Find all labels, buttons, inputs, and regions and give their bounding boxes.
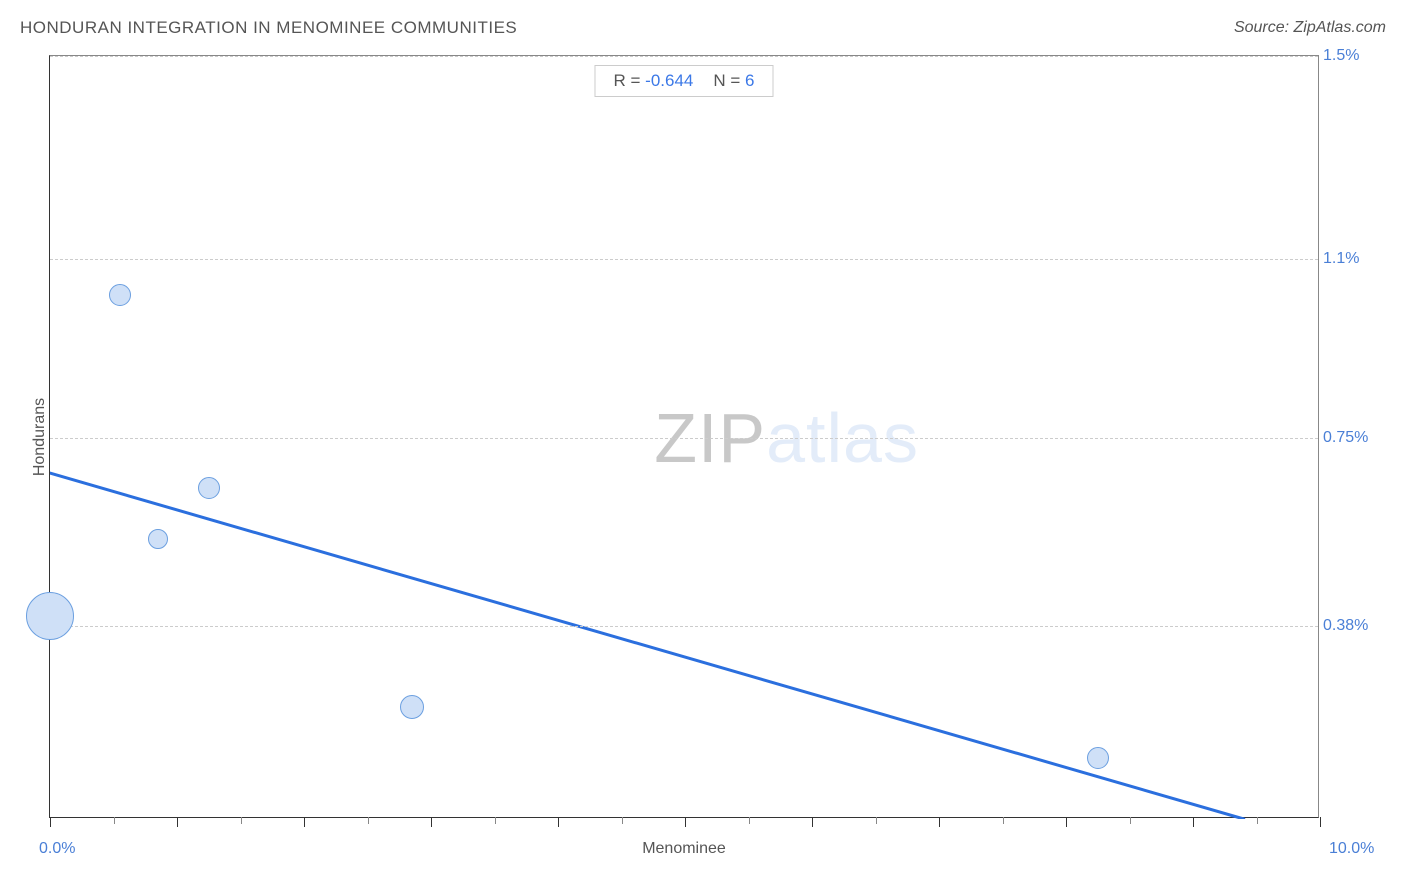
x-axis-title: Menominee bbox=[642, 840, 726, 858]
x-tick-minor bbox=[1003, 817, 1004, 824]
x-axis-start-label: 0.0% bbox=[39, 840, 75, 858]
x-tick bbox=[939, 817, 940, 827]
x-tick bbox=[50, 817, 51, 827]
y-tick-label: 1.5% bbox=[1323, 47, 1378, 65]
x-tick-minor bbox=[622, 817, 623, 824]
chart-title: HONDURAN INTEGRATION IN MENOMINEE COMMUN… bbox=[20, 18, 517, 38]
x-tick bbox=[1066, 817, 1067, 827]
x-tick-minor bbox=[495, 817, 496, 824]
stat-n: N = 6 bbox=[713, 71, 754, 91]
data-point bbox=[109, 284, 131, 306]
chart-plot-area: ZIPatlas R = -0.644 N = 6 0.38%0.75%1.1%… bbox=[49, 55, 1319, 818]
gridline bbox=[50, 259, 1318, 260]
x-tick bbox=[431, 817, 432, 827]
x-tick bbox=[685, 817, 686, 827]
y-axis-title: Hondurans bbox=[31, 397, 49, 475]
stat-n-value: 6 bbox=[745, 71, 754, 90]
x-tick-minor bbox=[876, 817, 877, 824]
x-tick-minor bbox=[241, 817, 242, 824]
y-tick-label: 0.75% bbox=[1323, 429, 1378, 447]
stat-r: R = -0.644 bbox=[613, 71, 693, 91]
data-point bbox=[26, 592, 74, 640]
x-tick bbox=[812, 817, 813, 827]
x-tick-minor bbox=[749, 817, 750, 824]
source-label: Source: ZipAtlas.com bbox=[1234, 19, 1386, 37]
data-point bbox=[148, 529, 168, 549]
x-tick-minor bbox=[1130, 817, 1131, 824]
gridline bbox=[50, 438, 1318, 439]
stat-n-label: N = bbox=[713, 71, 740, 90]
y-tick-label: 0.38% bbox=[1323, 617, 1378, 635]
x-tick-minor bbox=[114, 817, 115, 824]
stat-r-label: R = bbox=[613, 71, 640, 90]
x-tick bbox=[558, 817, 559, 827]
y-tick-label: 1.1% bbox=[1323, 250, 1378, 268]
x-tick bbox=[1320, 817, 1321, 827]
x-tick-minor bbox=[1257, 817, 1258, 824]
x-tick-minor bbox=[368, 817, 369, 824]
x-tick bbox=[304, 817, 305, 827]
x-axis-end-label: 10.0% bbox=[1329, 840, 1374, 858]
data-point bbox=[400, 695, 424, 719]
stats-box: R = -0.644 N = 6 bbox=[594, 65, 773, 97]
data-point bbox=[198, 477, 220, 499]
stat-r-value: -0.644 bbox=[645, 71, 693, 90]
x-tick bbox=[177, 817, 178, 827]
gridline bbox=[50, 56, 1318, 57]
data-point bbox=[1087, 747, 1109, 769]
x-tick bbox=[1193, 817, 1194, 827]
gridline bbox=[50, 626, 1318, 627]
